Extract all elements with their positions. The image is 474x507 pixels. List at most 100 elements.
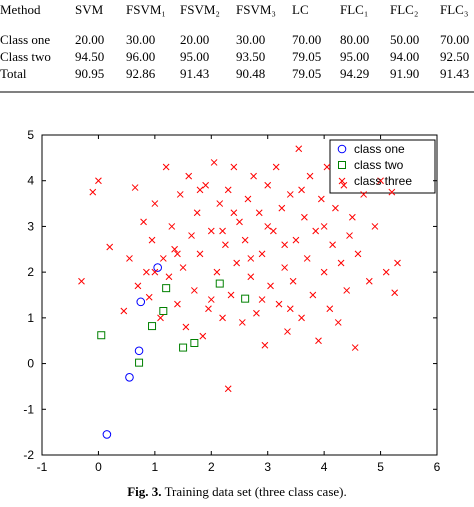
- data-point: [253, 309, 260, 317]
- data-point: [219, 314, 226, 322]
- data-point: [326, 305, 334, 313]
- data-point: [120, 307, 128, 315]
- data-point: [207, 227, 215, 235]
- data-point: [351, 344, 359, 351]
- data-point: [153, 263, 162, 272]
- data-point: [185, 172, 193, 180]
- table-cell: 30.00: [126, 32, 155, 47]
- data-point: [320, 223, 328, 230]
- data-point: [236, 218, 243, 226]
- data-point: [171, 245, 178, 253]
- table-cell: 90.48: [236, 66, 265, 81]
- data-point: [205, 305, 212, 313]
- data-point: [143, 268, 150, 276]
- data-point: [174, 250, 181, 258]
- data-point: [224, 385, 232, 393]
- data-point: [126, 255, 133, 262]
- data-point: [151, 200, 159, 207]
- data-point: [148, 236, 156, 244]
- data-point: [303, 255, 311, 262]
- data-point: [317, 195, 325, 203]
- table-cell: 94.50: [75, 49, 104, 64]
- y-tick-label: 3: [27, 219, 34, 233]
- data-point: [157, 314, 164, 322]
- legend-label: class two: [354, 158, 404, 172]
- data-point: [222, 241, 229, 249]
- y-tick-label: 5: [27, 128, 34, 142]
- table-header: FLC₂: [390, 2, 418, 17]
- data-point: [247, 273, 255, 281]
- data-point: [250, 172, 257, 180]
- data-point: [340, 181, 348, 189]
- table-header: FSVM₂: [180, 2, 220, 17]
- data-point: [182, 323, 190, 331]
- table-header: FSVM₃: [236, 2, 276, 17]
- legend-marker: [338, 161, 346, 169]
- caption-label: Fig. 3.: [127, 484, 161, 499]
- data-point: [247, 255, 255, 262]
- x-tick-label: 1: [152, 460, 159, 474]
- data-point: [188, 232, 195, 239]
- data-point: [286, 191, 294, 198]
- table-cell: 79.05: [292, 66, 321, 81]
- data-point: [106, 243, 114, 251]
- data-point: [281, 264, 288, 271]
- caption: Fig. 3. Training data set (three class c…: [127, 484, 347, 499]
- data-point: [191, 287, 198, 294]
- data-point: [159, 255, 167, 262]
- table-cell: 50.00: [390, 32, 419, 47]
- data-point: [168, 223, 176, 230]
- data-point: [140, 218, 147, 226]
- data-point: [286, 305, 294, 313]
- table-cell: 79.05: [292, 49, 321, 64]
- table-cell: 20.00: [180, 32, 209, 47]
- data-point: [89, 188, 97, 196]
- data-point: [162, 284, 171, 293]
- table-cell: 91.43: [180, 66, 209, 81]
- table-header: FLC₃: [440, 2, 468, 17]
- data-point: [284, 328, 291, 335]
- data-point: [227, 291, 235, 299]
- data-point: [134, 346, 144, 356]
- data-point: [264, 223, 272, 230]
- legend-label: class three: [354, 174, 412, 188]
- table-cell: 95.00: [180, 49, 209, 64]
- data-point: [371, 223, 379, 230]
- table-cell: 92.50: [440, 49, 469, 64]
- data-point: [95, 177, 102, 185]
- plot-frame: [41, 134, 438, 456]
- data-point: [258, 250, 266, 258]
- data-point: [238, 319, 246, 326]
- data-point: [258, 296, 266, 303]
- table-cell: 95.00: [340, 49, 369, 64]
- data-point: [174, 300, 181, 308]
- table-header: SVM: [75, 2, 104, 17]
- data-point: [275, 300, 283, 308]
- table-cell: 90.95: [75, 66, 104, 81]
- data-point: [148, 322, 157, 331]
- data-point: [354, 250, 362, 258]
- table-cell: 80.00: [340, 32, 369, 47]
- data-point: [278, 204, 286, 212]
- data-point: [190, 339, 199, 347]
- data-point: [215, 279, 224, 288]
- y-tick-label: 0: [27, 357, 34, 371]
- data-point: [281, 241, 288, 249]
- y-tick-label: 4: [27, 174, 34, 188]
- data-point: [97, 331, 106, 340]
- data-point: [320, 268, 328, 276]
- data-point: [202, 181, 209, 189]
- data-point: [298, 314, 305, 322]
- data-point: [213, 268, 221, 276]
- data-point: [230, 209, 238, 217]
- data-point: [360, 191, 367, 198]
- table-cell: 91.43: [440, 66, 469, 81]
- data-point: [289, 277, 297, 285]
- table-cell: 92.86: [126, 66, 156, 81]
- data-point: [179, 343, 188, 352]
- table-header: LC: [292, 2, 309, 17]
- data-point: [224, 186, 232, 194]
- data-point: [233, 259, 241, 267]
- table-cell: 70.00: [292, 32, 321, 47]
